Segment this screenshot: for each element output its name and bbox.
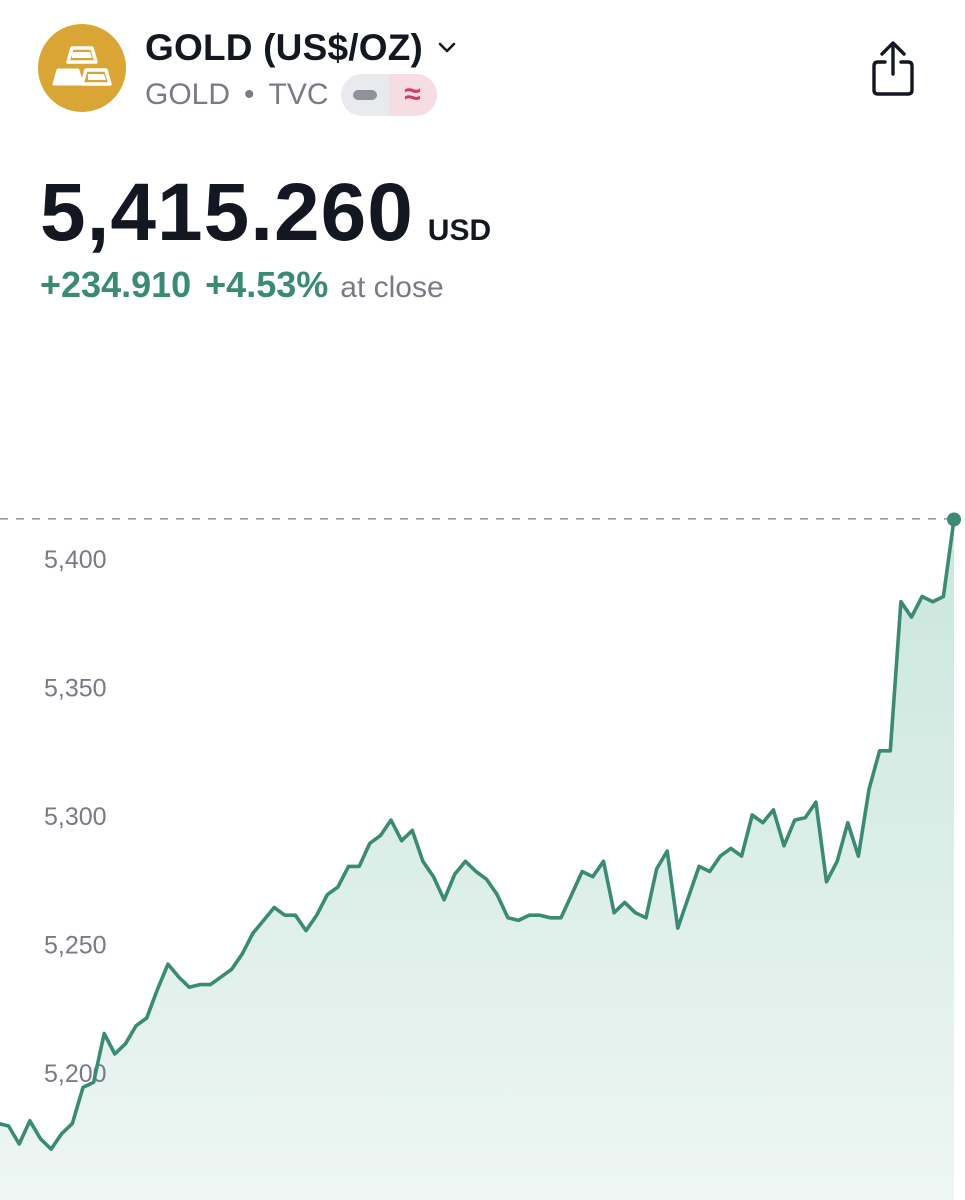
y-tick-label: 5,400 xyxy=(44,546,107,574)
chart-style-toggle[interactable]: ≈ xyxy=(340,74,437,116)
price-chart[interactable]: 5,400 5,350 5,300 5,250 5,200 xyxy=(0,480,965,1200)
price-change-percent: +4.53% xyxy=(205,264,329,305)
share-icon[interactable] xyxy=(868,40,918,100)
dash-icon[interactable] xyxy=(341,74,389,116)
gold-bars-icon xyxy=(52,46,112,86)
gold-logo xyxy=(38,24,126,112)
exchange-name: TVC xyxy=(268,78,329,111)
y-tick-label: 5,350 xyxy=(44,675,107,703)
separator-dot: • xyxy=(244,78,255,111)
change-row: +234.910 +4.53% at close xyxy=(40,264,444,306)
y-tick-label: 5,300 xyxy=(44,803,107,831)
symbol-ticker: GOLD xyxy=(145,78,231,111)
wave-icon[interactable]: ≈ xyxy=(388,74,437,116)
market-status: at close xyxy=(340,271,444,304)
last-price: 5,415.260 xyxy=(40,167,414,258)
chevron-down-icon[interactable] xyxy=(435,35,461,61)
last-price-marker xyxy=(947,512,961,527)
symbol-title-row[interactable]: GOLD (US$/OZ) xyxy=(145,24,461,72)
symbol-title[interactable]: GOLD (US$/OZ) xyxy=(145,27,424,68)
price-row: 5,415.260 USD xyxy=(40,166,491,260)
price-change: +234.910 xyxy=(40,264,192,305)
symbol-subtitle: GOLD • TVC ≈ xyxy=(145,74,437,116)
price-area-fill xyxy=(0,519,954,1200)
y-tick-label: 5,250 xyxy=(44,932,107,960)
price-line xyxy=(0,517,956,1151)
currency-label: USD xyxy=(427,214,492,247)
